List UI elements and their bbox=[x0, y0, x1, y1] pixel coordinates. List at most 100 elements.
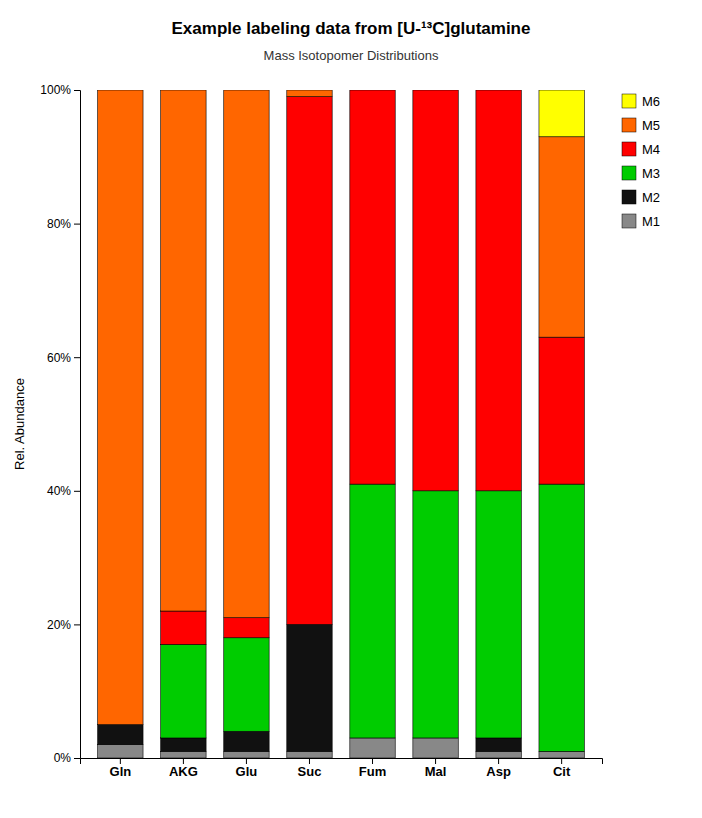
title: Example labeling data from [U-¹³C]glutam… bbox=[172, 19, 531, 38]
legend-swatch bbox=[622, 190, 636, 204]
bar-segment bbox=[476, 90, 521, 91]
tick: Mal bbox=[425, 758, 447, 779]
bar-segment bbox=[224, 731, 269, 751]
bar-segment bbox=[224, 90, 269, 91]
axis-line bbox=[74, 91, 81, 759]
bar-segment bbox=[413, 90, 458, 91]
bar-segment bbox=[287, 97, 332, 625]
tick-label: 60% bbox=[47, 351, 71, 365]
bar-segment bbox=[413, 90, 458, 491]
tick-label: 40% bbox=[47, 484, 71, 498]
bar-segment bbox=[350, 484, 395, 738]
tick-mark bbox=[372, 758, 373, 764]
bar-segment bbox=[350, 90, 395, 91]
series bbox=[98, 90, 585, 725]
tick-label: 80% bbox=[47, 217, 71, 231]
tick-label: 100% bbox=[40, 83, 71, 97]
tick-mark bbox=[246, 758, 247, 764]
legend-item: M5 bbox=[622, 118, 660, 133]
tick: 0% bbox=[54, 751, 80, 765]
series bbox=[539, 90, 584, 137]
bar-segment bbox=[539, 337, 584, 484]
tick-mark bbox=[74, 491, 80, 492]
bar-segment bbox=[161, 644, 206, 738]
bar-segment bbox=[161, 611, 206, 644]
bar-segment bbox=[98, 90, 143, 725]
tick-label: AKG bbox=[169, 764, 198, 779]
bar-segment bbox=[224, 90, 269, 618]
bar-segment bbox=[224, 751, 269, 758]
bar-segment bbox=[476, 90, 521, 91]
bar-segment bbox=[539, 484, 584, 751]
tick-label: 0% bbox=[54, 751, 72, 765]
tick: 100% bbox=[40, 83, 80, 97]
tick-mark bbox=[183, 758, 184, 764]
x-axis: Gln AKG Glu Suc Fum Mal Asp Cit bbox=[81, 758, 603, 779]
legend-item: M2 bbox=[622, 190, 660, 205]
legend-label: M2 bbox=[642, 190, 660, 205]
bar-segment bbox=[476, 491, 521, 738]
tick-mark bbox=[435, 758, 436, 764]
bar-segment bbox=[98, 90, 143, 91]
tick-mark bbox=[74, 90, 80, 91]
tick-label: Mal bbox=[425, 764, 447, 779]
tick-label: Fum bbox=[359, 764, 386, 779]
bar-segment bbox=[161, 738, 206, 751]
bar-segment bbox=[476, 751, 521, 758]
bar-segment bbox=[287, 751, 332, 758]
bar-segment bbox=[350, 738, 395, 758]
legend-label: M6 bbox=[642, 94, 660, 109]
tick-mark bbox=[74, 758, 80, 759]
tick: Suc bbox=[298, 758, 322, 779]
tick-label: 20% bbox=[47, 618, 71, 632]
tick-label: Asp bbox=[486, 764, 511, 779]
legend-swatch bbox=[622, 142, 636, 156]
chart: Example labeling data from [U-¹³C]glutam… bbox=[0, 0, 702, 818]
axis-title: Rel. Abundance bbox=[12, 378, 27, 470]
subtitle: Mass Isotopomer Distributions bbox=[264, 48, 439, 63]
legend-swatch bbox=[622, 118, 636, 132]
bar-segment bbox=[224, 618, 269, 638]
legend-label: M5 bbox=[642, 118, 660, 133]
legend-label: M3 bbox=[642, 166, 660, 181]
tick: 40% bbox=[47, 484, 80, 498]
series bbox=[98, 738, 585, 758]
bar-segment bbox=[476, 90, 521, 491]
bar-segment bbox=[161, 90, 206, 91]
bar-segment bbox=[539, 90, 584, 137]
tick-mark bbox=[74, 357, 80, 358]
tick-mark bbox=[74, 624, 80, 625]
tick-label: Cit bbox=[553, 764, 571, 779]
tick: Glu bbox=[236, 758, 258, 779]
legend-swatch bbox=[622, 94, 636, 108]
bar-segment bbox=[98, 745, 143, 758]
tick-mark bbox=[309, 758, 310, 764]
tick-mark bbox=[561, 758, 562, 764]
tick-label: Gln bbox=[110, 764, 132, 779]
tick-mark bbox=[120, 758, 121, 764]
bar-segment bbox=[161, 90, 206, 611]
legend-item: M6 bbox=[622, 94, 660, 109]
axis-line bbox=[81, 759, 603, 765]
legend-label: M4 bbox=[642, 142, 660, 157]
bar-segment bbox=[413, 738, 458, 758]
legend-item: M1 bbox=[622, 214, 660, 229]
tick: Cit bbox=[553, 758, 571, 779]
tick: 80% bbox=[47, 217, 80, 231]
legend-swatch bbox=[622, 166, 636, 180]
bars bbox=[98, 90, 585, 758]
bar-segment bbox=[224, 638, 269, 732]
bar-segment bbox=[287, 624, 332, 751]
tick-label: Glu bbox=[236, 764, 258, 779]
bar-segment bbox=[287, 90, 332, 97]
bar-segment bbox=[413, 491, 458, 738]
legend: M6 M5 M4 M3 M2 M1 bbox=[622, 94, 660, 229]
bar-segment bbox=[161, 751, 206, 758]
y-axis: 0% 20% 40% 60% 80% 100% bbox=[40, 83, 80, 765]
bar-segment bbox=[350, 90, 395, 91]
legend-item: M4 bbox=[622, 142, 660, 157]
plot: 0% 20% 40% 60% 80% 100% Gln AKG Glu Suc Fum Mal Asp C… bbox=[12, 83, 603, 779]
legend-swatch bbox=[622, 214, 636, 228]
legend-item: M3 bbox=[622, 166, 660, 181]
tick-mark bbox=[498, 758, 499, 764]
